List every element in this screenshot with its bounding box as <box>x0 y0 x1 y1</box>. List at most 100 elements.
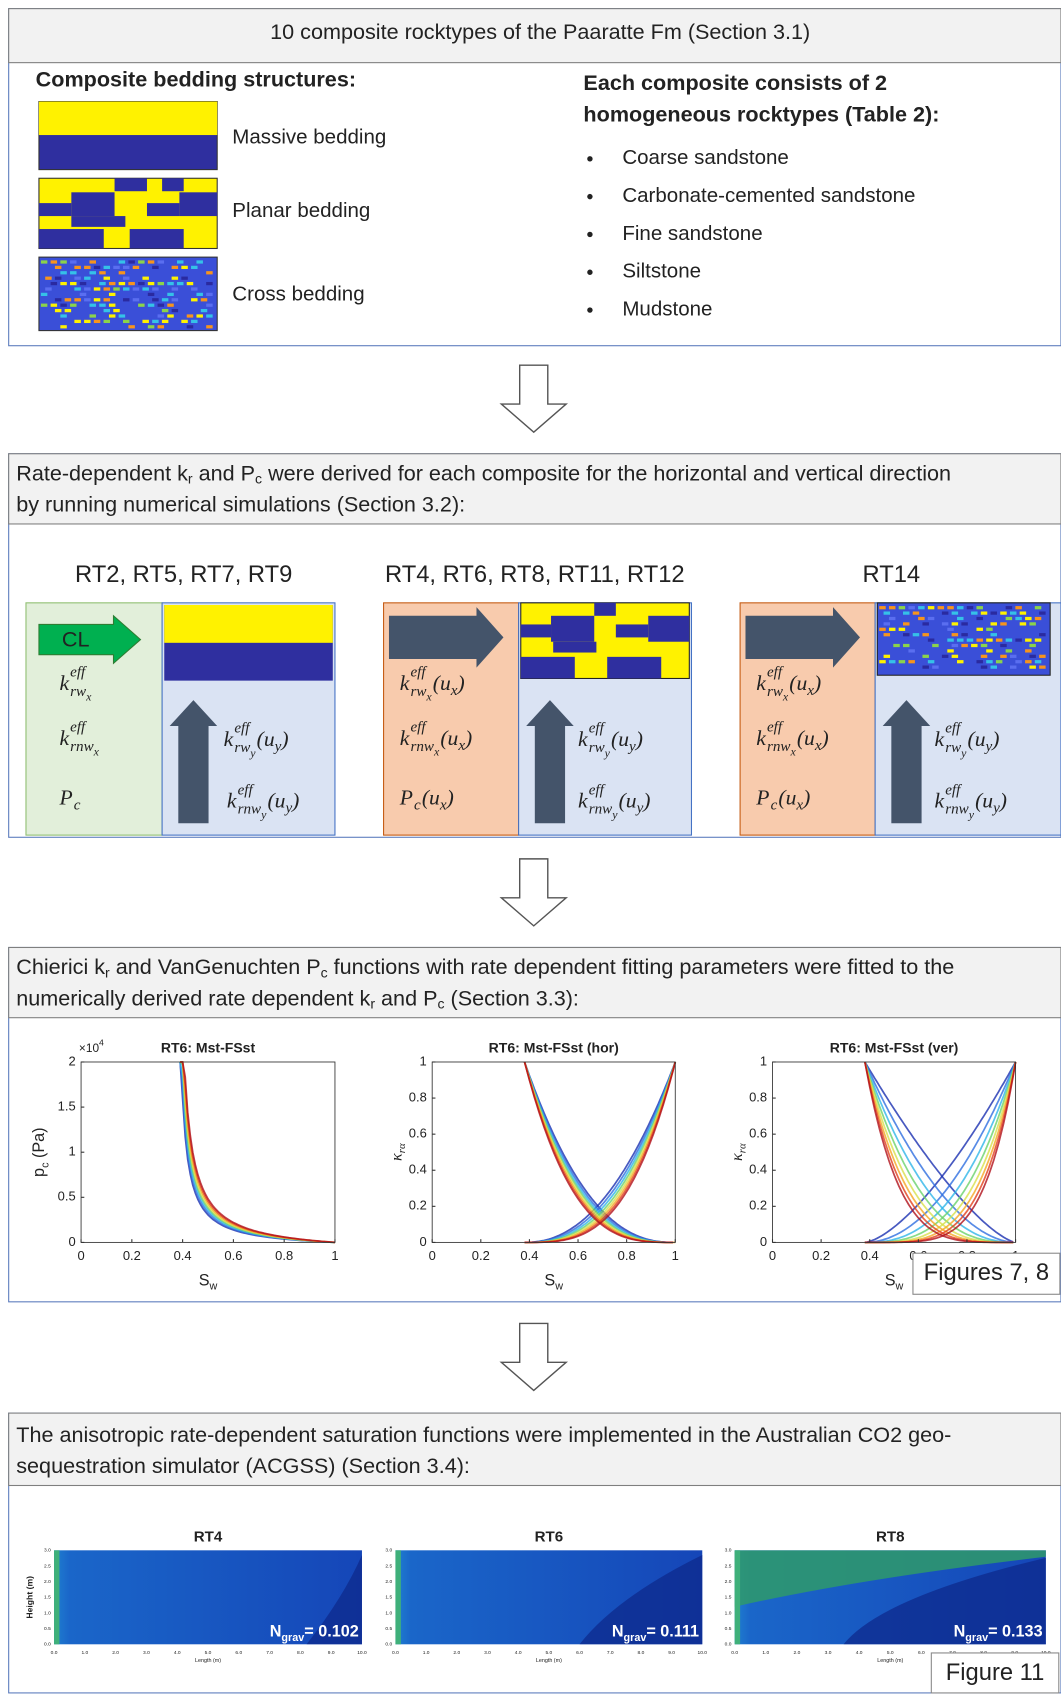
bullet <box>587 232 592 237</box>
formula-sub: rw <box>234 740 250 756</box>
formula-sup: eff <box>589 721 606 737</box>
ngrav-part: = 0.102 <box>304 1623 358 1641</box>
x-tick-label: 3.0 <box>825 1650 832 1656</box>
formula-arg: (u <box>611 727 629 751</box>
x-tick-label: 0 <box>77 1248 84 1263</box>
flow-arrow <box>501 365 566 432</box>
tile <box>84 298 90 301</box>
y-tick-label: 0.4 <box>409 1162 427 1177</box>
tile <box>196 260 202 263</box>
tile <box>51 304 57 307</box>
tile <box>957 617 963 620</box>
y-tick-label: 0.8 <box>749 1089 767 1104</box>
header-text: Chierici kr and VanGenuchten Pc function… <box>16 954 954 980</box>
formula-arg: (u <box>778 785 796 809</box>
tile <box>55 309 61 312</box>
tile <box>1025 638 1031 641</box>
tile <box>55 266 61 269</box>
tile <box>128 282 134 285</box>
swatch-layer <box>71 192 114 216</box>
flow-arrow <box>501 1323 566 1390</box>
tile <box>1039 666 1045 669</box>
formula-sub2: x <box>433 745 440 759</box>
header-segment: and P <box>375 985 437 1010</box>
tile <box>1010 655 1016 658</box>
swatch-layer <box>39 102 217 135</box>
x-tick-label: 0.2 <box>472 1248 490 1263</box>
tile <box>138 260 144 263</box>
formula-close: ) <box>634 727 643 751</box>
header-text: The anisotropic rate-dependent saturatio… <box>16 1421 951 1446</box>
formula-base: k <box>227 789 237 813</box>
tile <box>142 287 148 290</box>
y-label-part: κ <box>387 1153 405 1161</box>
heading: Each composite consists of 2 <box>583 70 887 95</box>
plot-title: RT6: Mst-FSst <box>161 1040 256 1056</box>
tile <box>167 314 173 317</box>
tile <box>201 309 207 312</box>
y-tick-label: 1.0 <box>385 1610 392 1616</box>
tile <box>1025 649 1031 652</box>
formula-arg: (u <box>267 789 285 813</box>
tile <box>74 287 80 290</box>
tile <box>928 660 934 663</box>
y-tick-label: 2.0 <box>44 1579 51 1585</box>
tile <box>1015 638 1021 641</box>
formula-base: k <box>935 727 945 751</box>
y-tick-label: 3.0 <box>44 1548 51 1554</box>
tile <box>1006 649 1012 652</box>
tile <box>187 314 193 317</box>
tile <box>1029 622 1035 625</box>
tile <box>879 660 885 663</box>
tile <box>94 266 100 269</box>
x-tick-label: 5.0 <box>887 1650 894 1656</box>
tile <box>981 666 987 669</box>
x-label-part: S <box>544 1272 555 1290</box>
tile <box>148 293 154 296</box>
tile <box>94 298 100 301</box>
tile <box>1039 611 1045 614</box>
formula-close: ) <box>445 785 454 809</box>
tile <box>152 287 158 290</box>
y-tick-label: 3.0 <box>385 1548 392 1554</box>
tile <box>952 655 958 658</box>
y-label-part: (Pa) <box>30 1127 48 1162</box>
tile <box>971 644 977 647</box>
tile <box>162 320 168 323</box>
heading: homogeneous rocktypes (Table 2): <box>583 101 939 126</box>
tile <box>142 320 148 323</box>
tile <box>104 287 110 290</box>
tile <box>128 325 134 328</box>
tile <box>172 277 178 280</box>
tile <box>1015 617 1021 620</box>
tile <box>922 666 928 669</box>
header-text: by running numerical simulations (Sectio… <box>16 491 465 516</box>
formula-base: k <box>935 789 945 813</box>
tile <box>928 617 934 620</box>
tile <box>899 628 905 631</box>
x-tick-label: 3.0 <box>143 1650 150 1656</box>
tile <box>99 271 105 274</box>
tile <box>128 260 134 263</box>
tile <box>971 611 977 614</box>
tile <box>1020 611 1026 614</box>
tile <box>928 606 934 609</box>
formula-arg-sub: y <box>991 801 1000 817</box>
formula-sub: rnw <box>70 739 94 755</box>
header-segment: by running numerical simulations (Sectio… <box>16 491 465 516</box>
header-segment: were derived for each composite for the … <box>262 460 951 485</box>
swatch-layer <box>607 657 661 679</box>
tile <box>70 260 76 263</box>
header-segment: and P <box>193 460 255 485</box>
tile <box>1039 655 1045 658</box>
rocktype: Fine sandstone <box>622 222 762 245</box>
y-label-part: c <box>39 1162 51 1168</box>
tile <box>932 644 938 647</box>
rocktype: Mudstone <box>622 297 712 320</box>
y-multiplier-exp: 4 <box>99 1038 104 1048</box>
formula-sub: c <box>414 797 421 813</box>
x-tick-label: 0.8 <box>275 1248 293 1263</box>
formula-arg: (u <box>797 726 815 750</box>
tile <box>177 260 183 263</box>
formula-base: k <box>224 727 234 751</box>
